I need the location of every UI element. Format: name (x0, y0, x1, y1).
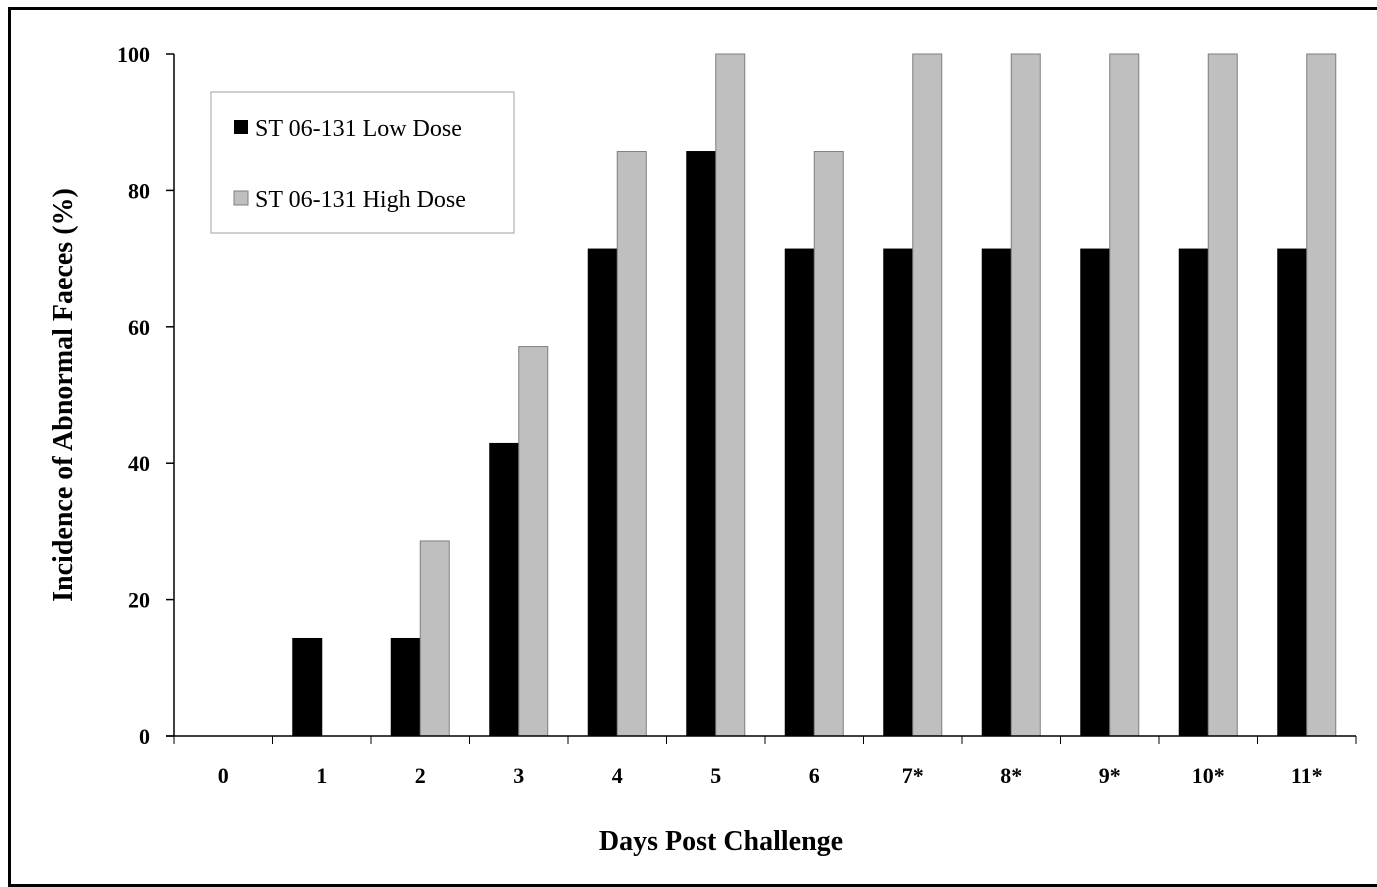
x-tick-label: 10* (1192, 763, 1225, 788)
bar-low-dose-4 (587, 248, 618, 737)
bar-low-dose-9star (1080, 248, 1111, 737)
bar-high-dose-6 (813, 151, 844, 737)
x-tick-label: 1 (316, 763, 327, 788)
x-tick-label: 6 (809, 763, 820, 788)
bar-high-dose-4 (616, 151, 647, 737)
bar-high-dose-2 (419, 540, 450, 737)
axes-layer (166, 54, 1356, 737)
bar-high-dose-3 (518, 346, 549, 737)
x-axis-title: Days Post Challenge (599, 826, 843, 857)
bar-low-dose-6 (784, 248, 815, 737)
bar-low-dose-10star (1178, 248, 1209, 737)
legend-label-low-dose: ST 06-131 Low Dose (255, 116, 462, 142)
x-tick-label: 4 (612, 763, 623, 788)
bar-low-dose-2 (390, 637, 421, 737)
x-tick-label: 3 (513, 763, 524, 788)
bar-low-dose-5 (686, 151, 717, 737)
x-tick-label: 8* (1000, 763, 1022, 788)
x-tick-label: 9* (1099, 763, 1121, 788)
x-tick-label: 0 (218, 763, 229, 788)
y-axis-title: Incidence of Abnormal Faeces (%) (48, 188, 79, 602)
x-ticks: 0 1 2 3 4 5 6 7* 8* 9* 10* 11* (173, 736, 1357, 788)
bar-low-dose-8star (981, 248, 1012, 737)
y-ticks: 0 20 40 60 80 100 (117, 42, 174, 749)
y-tick-label: 80 (128, 178, 150, 203)
bar-high-dose-5 (715, 53, 746, 737)
x-tick-label: 2 (415, 763, 426, 788)
x-tick-label: 5 (710, 763, 721, 788)
legend: ST 06-131 Low Dose ST 06-131 High Dose (210, 91, 515, 234)
bar-high-dose-10star (1207, 53, 1238, 737)
y-tick-label: 20 (128, 588, 150, 613)
x-tick-label: 11* (1291, 763, 1323, 788)
legend-swatch-high-dose (233, 190, 249, 206)
y-tick-label: 0 (139, 724, 150, 749)
y-tick-label: 40 (128, 451, 150, 476)
bar-high-dose-11star (1306, 53, 1337, 737)
legend-label-high-dose: ST 06-131 High Dose (255, 187, 466, 213)
bar-low-dose-7star (883, 248, 914, 737)
bar-low-dose-11star (1277, 248, 1308, 737)
bar-low-dose-1 (292, 637, 323, 737)
bar-low-dose-3 (489, 442, 520, 737)
bar-high-dose-9star (1109, 53, 1140, 737)
legend-swatch-low-dose (234, 120, 248, 134)
y-tick-label: 100 (117, 42, 150, 67)
bars-layer (292, 53, 1337, 737)
y-tick-label: 60 (128, 315, 150, 340)
legend-box (210, 91, 515, 234)
x-tick-label: 7* (902, 763, 924, 788)
bar-high-dose-7star (912, 53, 943, 737)
bar-high-dose-8star (1010, 53, 1041, 737)
